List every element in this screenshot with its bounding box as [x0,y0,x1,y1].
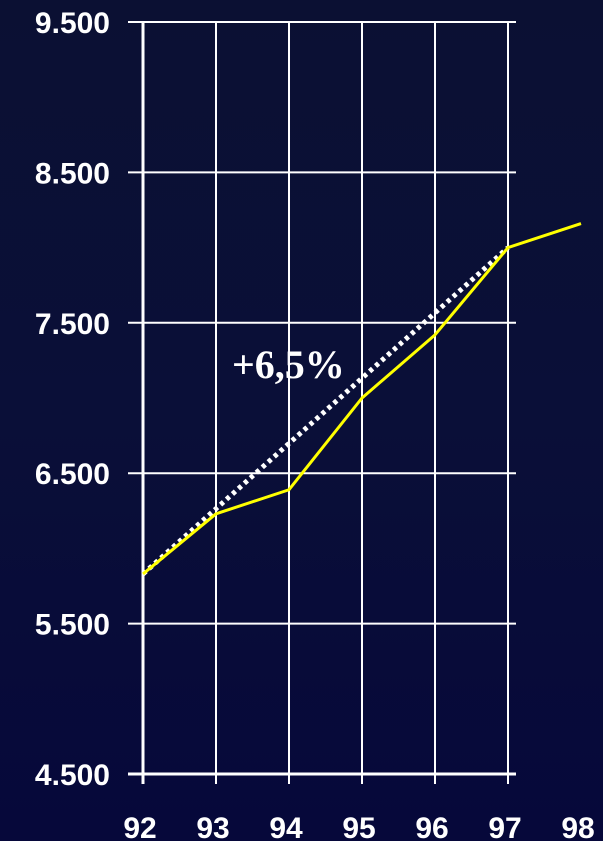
x-tick-labels: 92 93 94 95 96 97 98 [123,812,594,841]
y-tick-label: 6.500 [35,458,110,491]
y-tick-labels: 9.500 8.500 7.500 6.500 5.500 4.500 [35,7,110,792]
y-tick-label: 8.500 [35,157,110,190]
growth-annotation: +6,5% [232,342,345,387]
x-tick-label: 93 [196,812,229,841]
x-tick-label: 98 [561,812,594,841]
trend-line [141,245,510,576]
x-tick-label: 95 [342,812,375,841]
y-tick-label: 7.500 [35,308,110,341]
y-tick-label: 5.500 [35,609,110,642]
x-tick-label: 92 [123,812,156,841]
axes [128,22,516,784]
y-tick-label: 4.500 [35,759,110,792]
x-tick-label: 94 [269,812,303,841]
y-tick-label: 9.500 [35,7,110,40]
x-tick-label: 96 [415,812,448,841]
x-tick-label: 97 [488,812,521,841]
annotations: +6,5% [232,342,345,387]
series-layer [141,222,582,576]
grid-lines [128,21,516,784]
